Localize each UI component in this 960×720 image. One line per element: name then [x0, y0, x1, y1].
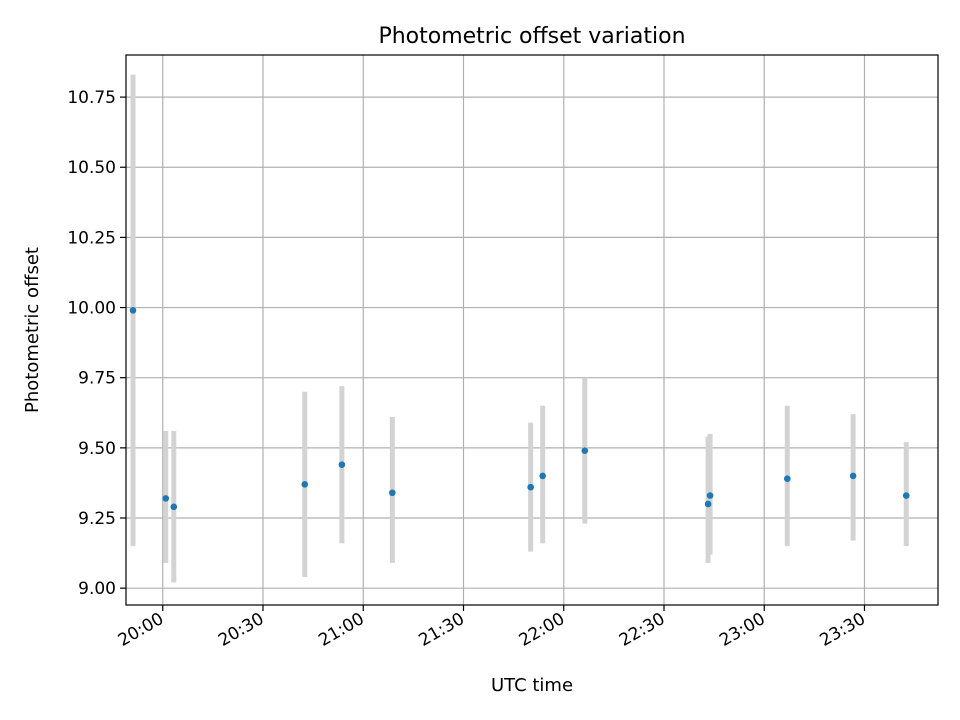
x-tick-label: 21:30: [416, 609, 468, 651]
data-point: [301, 481, 309, 488]
x-tick-label: 22:00: [516, 609, 568, 651]
x-tick-label: 22:30: [616, 609, 668, 651]
y-tick-label: 10.00: [67, 299, 116, 319]
data-points: [129, 307, 910, 511]
data-point: [706, 492, 714, 499]
x-tick-label: 21:00: [315, 609, 367, 651]
y-tick-label: 10.25: [67, 228, 116, 248]
y-tick-label: 9.75: [78, 369, 116, 389]
x-tick-label: 23:30: [817, 609, 869, 651]
y-axis-label: Photometric offset: [22, 247, 43, 413]
x-tick-label: 20:00: [115, 609, 167, 651]
error-bars: [130, 74, 909, 583]
grid-lines: [126, 55, 938, 605]
data-point: [338, 461, 346, 468]
data-point: [783, 475, 791, 483]
data-point: [162, 495, 170, 502]
y-tick-label: 9.50: [78, 439, 116, 459]
data-point: [581, 447, 589, 454]
data-point: [902, 492, 910, 499]
data-point: [539, 472, 546, 480]
y-tick-label: 9.25: [78, 509, 116, 529]
y-tick-label: 9.00: [78, 579, 116, 599]
y-tick-label: 10.50: [67, 158, 116, 178]
data-point: [129, 307, 137, 314]
x-tick-label: 23:00: [716, 609, 768, 651]
chart-title: Photometric offset variation: [378, 24, 685, 49]
data-point: [849, 472, 857, 480]
x-tick-label: 20:30: [215, 609, 267, 651]
x-axis-label: UTC time: [491, 675, 573, 696]
axis-ticks: 20:00 20:30 21:00 21:30 22:00 22:30 23:00 23:30…: [67, 88, 869, 651]
plot-area-frame: [125, 54, 939, 606]
y-tick-label: 10.75: [67, 88, 116, 108]
data-point: [389, 489, 396, 497]
data-point: [704, 500, 712, 508]
data-point: [527, 483, 534, 491]
data-point: [170, 503, 178, 511]
